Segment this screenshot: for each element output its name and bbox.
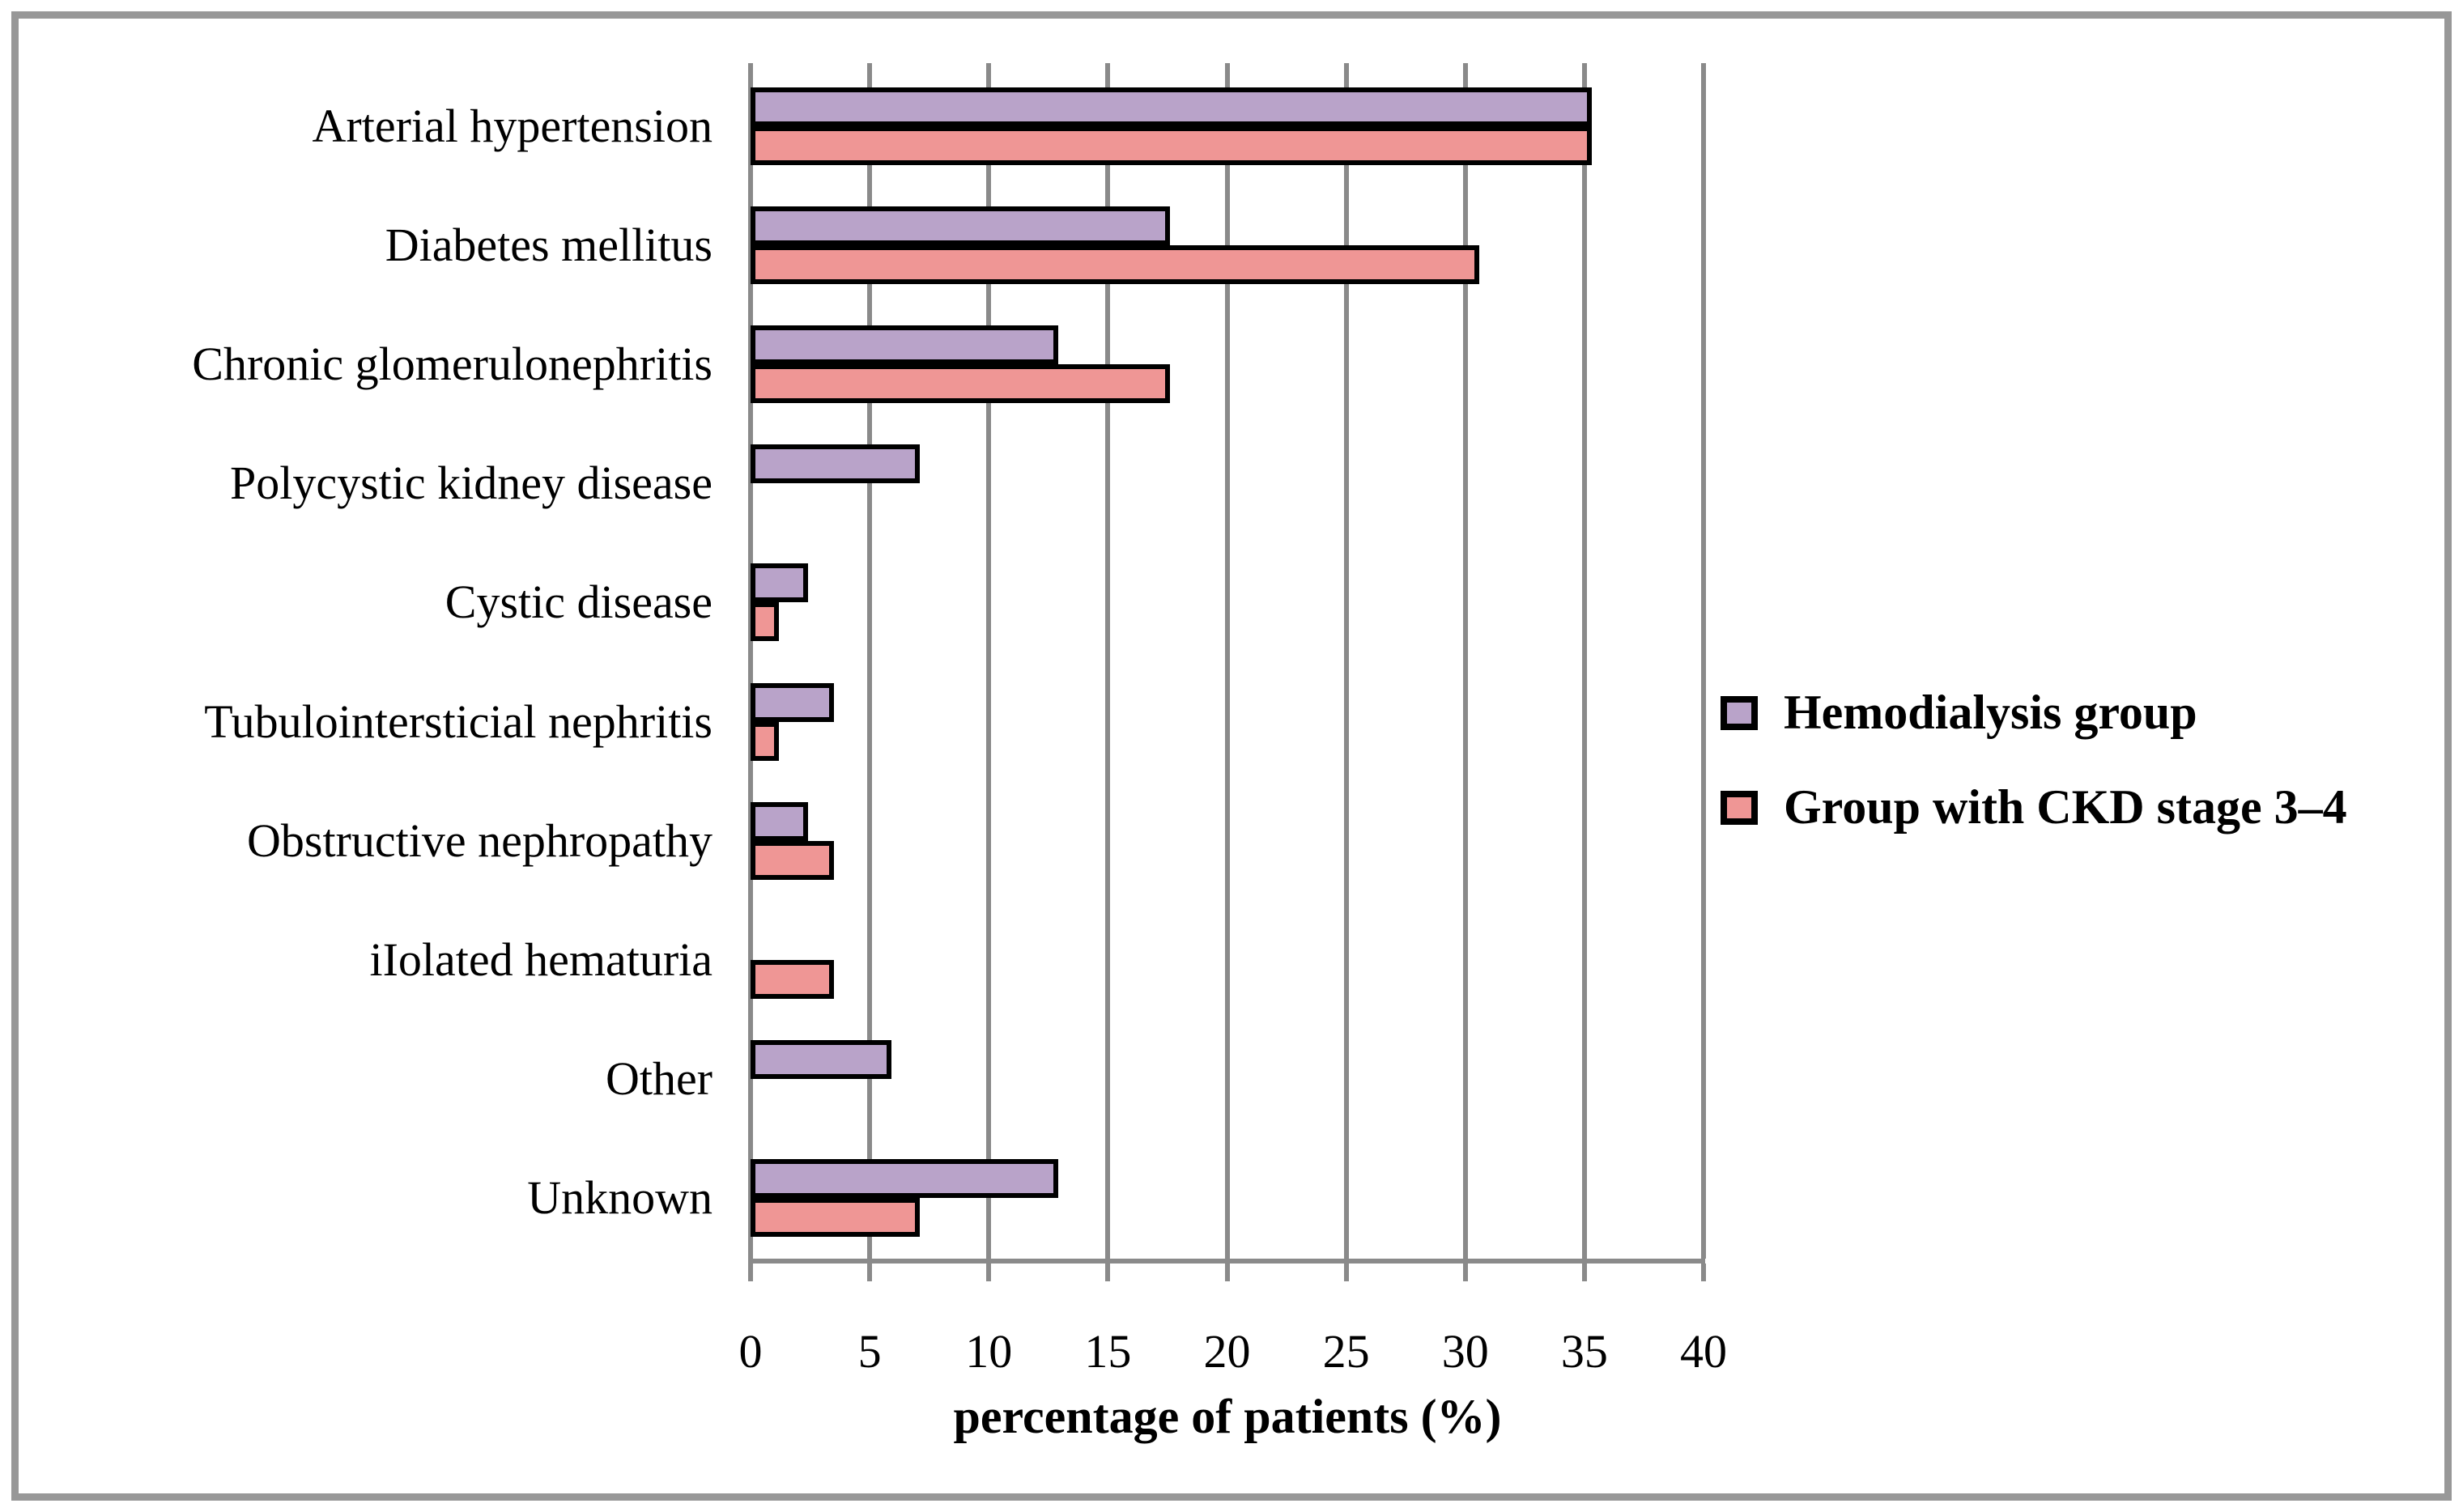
category-label: Diabetes mellitus (385, 219, 713, 272)
gridline-x-25 (1343, 63, 1349, 1259)
x-tick-40 (1701, 1264, 1706, 1281)
bar-ckd (751, 721, 779, 761)
bar-hemodialysis (751, 563, 808, 603)
gridline-x-10 (986, 63, 992, 1259)
category-label: Other (605, 1051, 713, 1105)
x-tick-label-15: 15 (1084, 1325, 1132, 1378)
x-axis-title: percentage of patients (%) (953, 1390, 1502, 1443)
category-label: Obstructive nephropathy (246, 813, 713, 867)
gridline-x-35 (1581, 63, 1587, 1259)
gridline-x-30 (1462, 63, 1468, 1259)
x-tick-25 (1343, 1264, 1349, 1281)
bar-ckd (751, 126, 1592, 165)
x-axis-line (748, 1259, 1705, 1264)
x-tick-label-0: 0 (738, 1325, 763, 1378)
x-tick-label-10: 10 (965, 1325, 1013, 1378)
bar-ckd (751, 245, 1479, 285)
legend-swatch-icon (1721, 695, 1758, 730)
x-tick-label-5: 5 (857, 1325, 882, 1378)
legend-swatch-icon (1721, 790, 1758, 825)
x-tick-15 (1105, 1264, 1111, 1281)
category-label: Polycystic kidney disease (229, 457, 713, 510)
gridline-x-15 (1105, 63, 1111, 1259)
bar-hemodialysis (751, 325, 1058, 365)
x-tick-label-35: 35 (1560, 1325, 1608, 1378)
gridline-x-5 (867, 63, 873, 1259)
x-tick-label-20: 20 (1203, 1325, 1251, 1378)
x-tick-30 (1462, 1264, 1468, 1281)
legend-item: Hemodialysis group (1721, 685, 2197, 741)
bar-hemodialysis (751, 444, 920, 484)
x-tick-label-25: 25 (1322, 1325, 1370, 1378)
x-tick-label-30: 30 (1441, 1325, 1489, 1378)
legend-label: Group with CKD stage 3–4 (1784, 780, 2347, 834)
bar-ckd (751, 1197, 920, 1237)
bar-hemodialysis (751, 1158, 1058, 1198)
bar-ckd (751, 959, 834, 999)
category-label: iIolated hematuria (369, 932, 713, 986)
x-tick-20 (1224, 1264, 1230, 1281)
bar-hemodialysis (751, 206, 1170, 246)
bar-hemodialysis (751, 801, 808, 841)
bar-hemodialysis (751, 682, 834, 722)
bar-ckd (751, 840, 834, 880)
gridline-x-40 (1701, 63, 1706, 1259)
x-tick-10 (986, 1264, 992, 1281)
gridline-x-20 (1224, 63, 1230, 1259)
legend-label: Hemodialysis group (1784, 686, 2197, 739)
x-tick-35 (1581, 1264, 1587, 1281)
legend-item: Group with CKD stage 3–4 (1721, 779, 2347, 835)
bar-ckd (751, 602, 779, 642)
category-label: Arterial hypertension (312, 100, 713, 152)
category-label: Cystic disease (445, 575, 713, 629)
category-label: Chronic glomerulonephritis (192, 338, 713, 391)
x-tick-5 (867, 1264, 873, 1281)
bar-hemodialysis (751, 87, 1592, 126)
x-tick-label-40: 40 (1680, 1325, 1727, 1378)
bar-ckd (751, 364, 1170, 404)
category-label: Tubulointersticial nephritis (204, 694, 713, 748)
bar-hemodialysis (751, 1039, 891, 1079)
category-label: Unknown (527, 1170, 713, 1224)
y-axis-line (748, 63, 753, 1281)
